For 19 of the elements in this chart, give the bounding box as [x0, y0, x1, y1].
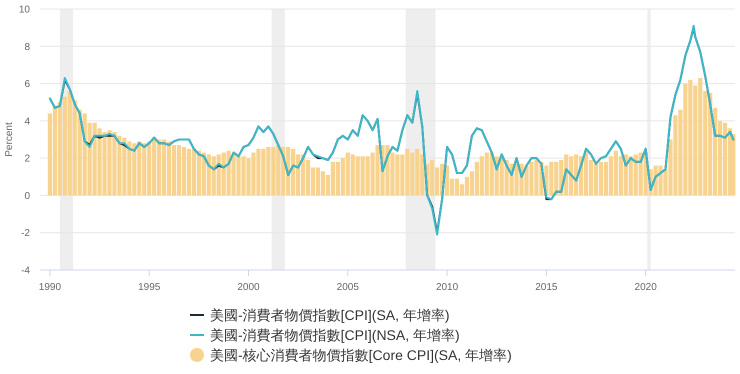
x-tick-label: 2020 [634, 282, 658, 293]
x-tick-label: 2000 [237, 282, 260, 293]
y-tick-label: 2 [24, 154, 30, 165]
y-tick-label: 4 [24, 116, 30, 128]
y-tick-label: 8 [24, 42, 30, 53]
y-tick-label: 0 [24, 190, 30, 202]
x-tick-label: 2005 [336, 282, 360, 293]
x-tick-label: 1995 [138, 282, 161, 293]
legend-label: 美國-消費者物價指數[CPI](NSA, 年增率) [210, 327, 460, 343]
legend-label: 美國-核心消費者物價指數[Core CPI](SA, 年增率) [210, 347, 512, 363]
y-tick-label: -4 [21, 266, 30, 276]
x-tick-label: 1990 [38, 282, 62, 293]
y-tick-label: -2 [21, 228, 30, 240]
y-axis-title: Percent [4, 122, 15, 157]
y-tick-label: 10 [18, 4, 30, 16]
legend-label: 美國-消費者物價指數[CPI](SA, 年增率) [210, 307, 450, 323]
y-tick-label: 6 [24, 79, 30, 90]
x-tick-label: 2015 [535, 282, 558, 293]
x-tick-label: 2010 [436, 282, 459, 293]
